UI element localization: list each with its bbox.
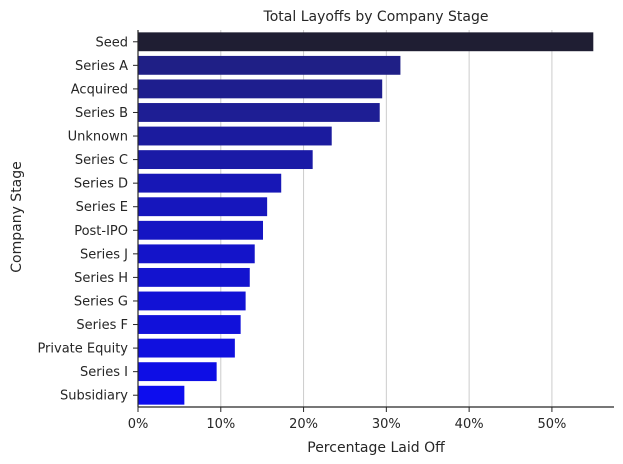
chart-title: Total Layoffs by Company Stage	[263, 9, 489, 25]
y-tick-label: Series I	[80, 365, 128, 380]
bar-series-h	[138, 267, 250, 287]
y-tick-label: Subsidiary	[60, 389, 128, 404]
bar-series-b	[138, 103, 380, 122]
y-tick-label: Private Equity	[37, 342, 128, 357]
y-tick-label: Series G	[74, 294, 128, 309]
x-tick-label: 40%	[455, 417, 484, 432]
y-axis-label: Company Stage	[9, 161, 25, 273]
bar-acquired	[138, 79, 383, 99]
x-tick-label: 20%	[289, 417, 318, 432]
x-tick-label: 50%	[537, 417, 566, 432]
bar-subsidiary	[138, 385, 185, 405]
bar-unknown	[138, 126, 332, 146]
bar-private-equity	[138, 338, 235, 358]
y-tick-label: Acquired	[71, 82, 128, 97]
y-tick-label: Series C	[75, 153, 128, 168]
bar-series-f	[138, 315, 241, 334]
y-tick-label: Series E	[76, 200, 128, 215]
x-tick-label: 10%	[206, 417, 235, 432]
y-tick-label: Unknown	[68, 130, 128, 145]
bar-series-g	[138, 291, 246, 311]
bar-post-ipo	[138, 220, 264, 240]
bar-series-i	[138, 362, 217, 382]
y-tick-label: Seed	[96, 35, 129, 50]
y-tick-labels: Seed Series A Acquired Series B Unknown Serie…	[37, 35, 138, 404]
bar-series-e	[138, 197, 268, 217]
y-tick-label: Series B	[75, 106, 128, 121]
y-tick-label: Series H	[74, 271, 128, 286]
axes	[137, 30, 614, 408]
bar-series-a	[138, 55, 401, 75]
x-tick-label: 0%	[128, 417, 149, 432]
bars	[138, 32, 594, 405]
y-tick-label: Post-IPO	[74, 224, 128, 239]
y-tick-label: Series D	[74, 177, 128, 192]
bar-seed	[138, 32, 594, 52]
bar-series-j	[138, 244, 255, 264]
y-tick-label: Series A	[75, 59, 128, 74]
x-tick-label: 30%	[372, 417, 401, 432]
y-tick-label: Series F	[76, 318, 128, 333]
x-axis-label: Percentage Laid Off	[307, 440, 445, 456]
bar-series-d	[138, 173, 282, 193]
x-tick-labels: 0% 10% 20% 30% 40% 50%	[128, 407, 566, 432]
bar-series-c	[138, 150, 313, 170]
y-tick-label: Series J	[80, 247, 128, 262]
